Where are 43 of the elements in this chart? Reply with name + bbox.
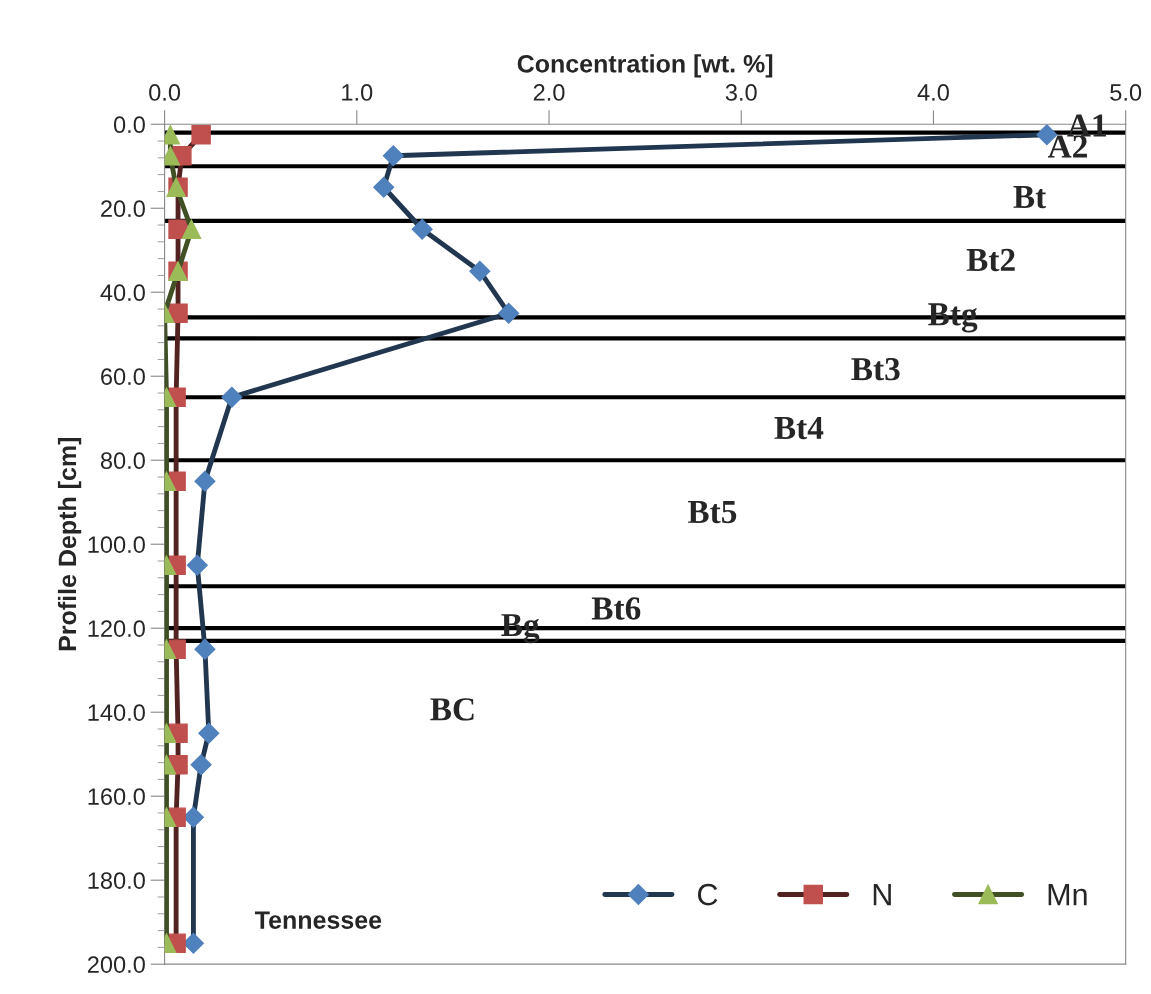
x-tick-label: 1.0 <box>342 84 373 101</box>
y-tick-label: 60.0 <box>101 368 145 386</box>
point <box>469 260 491 282</box>
y-tick-label: 0.0 <box>113 116 145 134</box>
point <box>382 145 404 167</box>
y-tick-label: 120.0 <box>88 620 145 637</box>
point <box>221 386 243 408</box>
annotation: BC <box>430 698 474 721</box>
x-axis-title: Concentration [wt. %] <box>517 54 773 78</box>
point <box>194 470 216 492</box>
y-tick-label: 140.0 <box>88 704 145 721</box>
x-tick-label: 4.0 <box>917 84 949 101</box>
annotation: Bt3 <box>851 357 900 381</box>
annotation: Bt4 <box>774 416 824 440</box>
annotation: Bt2 <box>966 248 1015 272</box>
point <box>411 218 433 240</box>
point <box>194 638 216 660</box>
annotation: Tennessee <box>254 911 382 929</box>
annotation: A2 <box>1047 135 1087 158</box>
y-axis-title: Profile Depth [cm] <box>57 437 82 651</box>
point <box>198 722 220 744</box>
point <box>191 125 211 145</box>
annotation: Bt5 <box>687 501 737 524</box>
y-tick-label: 80.0 <box>100 452 145 470</box>
x-tick-label: 5.0 <box>1110 84 1142 101</box>
legend-label: Mn <box>1048 884 1087 906</box>
y-tick-label: 160.0 <box>88 788 145 805</box>
y-tick-label: 180.0 <box>88 872 145 889</box>
x-tick-label: 2.0 <box>533 84 565 101</box>
annotation: Bt <box>1013 186 1047 209</box>
y-tick-label: 100.0 <box>88 536 145 553</box>
point <box>498 302 520 324</box>
point <box>186 554 208 576</box>
legend-label: N <box>873 884 891 906</box>
y-tick-label: 200.0 <box>87 956 145 973</box>
x-tick-label: 3.0 <box>725 84 757 101</box>
point <box>190 754 212 776</box>
y-tick-label: 40.0 <box>100 284 145 302</box>
point <box>373 176 395 198</box>
annotation: Bt6 <box>591 597 641 620</box>
legend-label: C <box>697 883 718 906</box>
y-tick-label: 20.0 <box>101 200 145 218</box>
x-tick-label: 0.0 <box>149 84 181 101</box>
